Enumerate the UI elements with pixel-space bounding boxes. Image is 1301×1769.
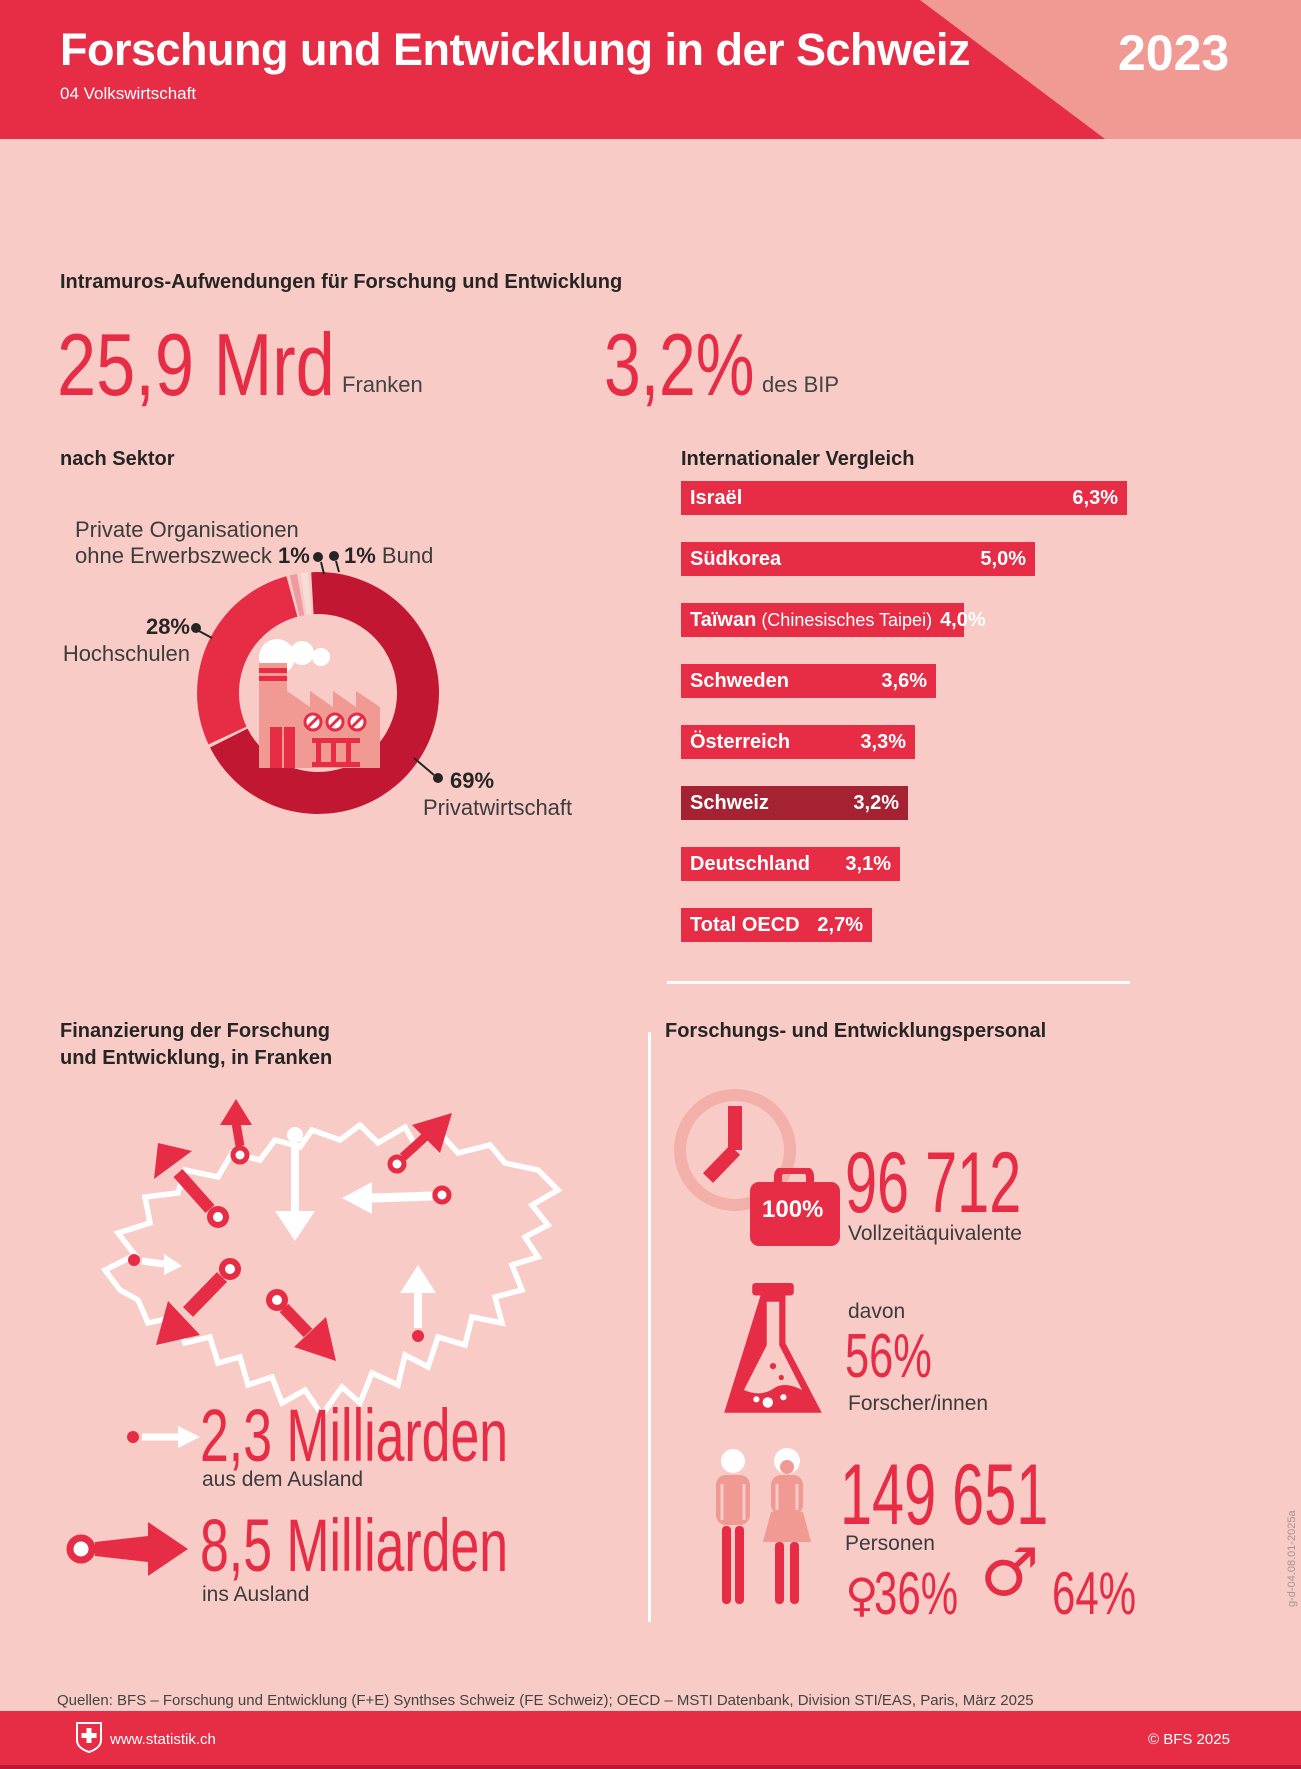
clock-icon [674,1089,796,1211]
flow-legend-icons [66,1426,200,1576]
bar-row-isra-l: Israël 6,3% [681,481,1127,515]
year-badge: 2023 [1118,25,1230,81]
female-icon: ♀ [845,1568,879,1622]
slice-label-private-org-line2: ohne Erwerbszweck 1% [75,543,310,569]
header-banner: Forschung und Entwicklung in der Schweiz… [0,0,1301,139]
expenditure-unit: Franken [342,372,423,397]
slice-label-privatwirtschaft: Privatwirtschaft [423,795,573,820]
female-pct: 36% [874,1560,959,1627]
bar-category-label: Deutschland [690,852,811,875]
slice-label-hochschulen: Hochschulen [62,641,190,666]
personnel-heading: Forschungs- und Entwicklungspersonal [665,1020,1047,1042]
slice-value-hochschulen: 28% [0,614,190,640]
page-title: Forschung und Entwicklung in der Schweiz [60,24,971,75]
bar-category-label: Schweiz [690,791,769,814]
inflow-label: aus dem Ausland [202,1468,364,1491]
persons-value: 149 651 [840,1447,1049,1543]
bar-value-label: 3,6% [881,669,927,692]
slice-label-bund: 1% Bund [344,543,433,569]
bar-value-label: 4,0% [940,608,986,631]
comparison-heading: Internationaler Vergleich [681,448,915,470]
inflow-legend-icon [127,1426,200,1448]
outflow-label: ins Ausland [202,1583,310,1606]
male-icon: ♂ [980,1534,1040,1611]
sector-heading: nach Sektor [60,448,175,470]
bar-value-label: 3,3% [860,730,906,753]
davon-label: davon [848,1300,906,1323]
bar-chart: Israël 6,3% Südkorea 5,0% Taïwan (Chinesisch… [681,481,1241,981]
bar-value-label: 2,7% [817,913,863,936]
researchers-label: Forscher/innen [848,1392,989,1415]
flask-icon [724,1283,822,1413]
bar-category-label: Israël [690,486,743,509]
footer-strip [0,1765,1301,1769]
donut-slice-private-organisationen [289,573,305,617]
man-figure [716,1449,750,1604]
slice-value-private-org: 1% [278,543,310,568]
financing-heading-line2: und Entwicklung, in Franken [60,1047,333,1069]
slice-value-privatwirtschaft-pct: 69% [450,768,495,793]
financing-heading-line1: Finanzierung der Forschung [60,1020,331,1042]
bar-category-label: Südkorea [690,547,782,570]
sector-donut-chart [191,551,443,815]
bar-value-label: 6,3% [1072,486,1118,509]
bar-value-label: 5,0% [980,547,1026,570]
bar-row-deutschland: Deutschland 3,1% [681,847,900,881]
donut-slice-bund [300,572,312,615]
donut-label-connectors [191,551,443,783]
footer-bar [0,1711,1301,1765]
outflow-legend-icon [66,1522,188,1576]
horizontal-divider [667,981,1130,984]
bar-category-label: Total OECD [690,913,800,936]
bar-category-label: Österreich [690,730,791,753]
fulltime-badge: 100% [762,1196,824,1223]
slice-label-private-org-line1: Private Organisationen [75,517,299,542]
woman-figure [763,1448,811,1604]
slice-value-privatwirtschaft: 69% [450,768,494,794]
people-icon [716,1448,811,1604]
expenditure-amount: 25,9 Mrd [57,315,335,414]
outflow-value: 8,5 Milliarden [200,1504,509,1587]
outflow-arrows [154,1099,452,1361]
bar-row-ta-wan: Taïwan (Chinesisches Taipei) 4,0% [681,603,986,637]
male-pct: 64% [1052,1560,1137,1627]
bar-row--sterreich: Österreich 3,3% [681,725,915,759]
bar-row-s-dkorea: Südkorea 5,0% [681,542,1035,576]
switzerland-map [100,1099,563,1420]
fte-value: 96 712 [845,1135,1022,1231]
bar-value-label: 3,2% [853,791,899,814]
intramuros-heading: Intramuros-Aufwendungen für Forschung un… [60,271,623,293]
bar-category-suffix: (Chinesisches Taipei) [756,609,933,630]
source-text: Quellen: BFS – Forschung und Entwicklung… [57,1692,1034,1709]
swiss-shield-icon [76,1722,102,1753]
gdp-share-value: 3,2% [604,315,755,414]
bar-row-total-oecd: Total OECD 2,7% [681,908,872,942]
website-link[interactable]: www.statistik.ch [110,1731,216,1748]
vertical-divider [648,1032,651,1622]
side-code: g-d-04.08.01-2025a [1286,1510,1298,1607]
fte-label: Vollzeitäquivalente [848,1222,1022,1245]
bar-category-label: Taïwan (Chinesisches Taipei) [690,608,933,631]
bar-row-schweiz: Schweiz 3,2% [681,786,908,820]
donut-slices [197,572,440,815]
page-subtitle: 04 Volkswirtschaft [60,84,197,103]
factory-icon [259,639,380,768]
bar-value-label: 3,1% [845,852,891,875]
bar-row-schweden: Schweden 3,6% [681,664,936,698]
slice-label-private-org-text: ohne Erwerbszweck [75,543,272,568]
bar-category-label: Schweden [690,669,789,692]
slice-value-hochschulen-pct: 28% [145,614,190,639]
persons-label: Personen [845,1532,935,1555]
gdp-share-unit: des BIP [762,372,840,397]
donut-slice-hochschulen [197,576,298,745]
slice-value-bund: 1% [344,543,376,568]
inflow-arrows [128,1127,452,1342]
inflow-value: 2,3 Milliarden [200,1394,509,1477]
donut-slice-privatwirtschaft [210,572,440,815]
briefcase-icon [750,1168,840,1246]
slice-label-bund-text: Bund [381,543,434,568]
researchers-pct: 56% [845,1322,932,1391]
copyright-text: © BFS 2025 [1148,1731,1230,1748]
